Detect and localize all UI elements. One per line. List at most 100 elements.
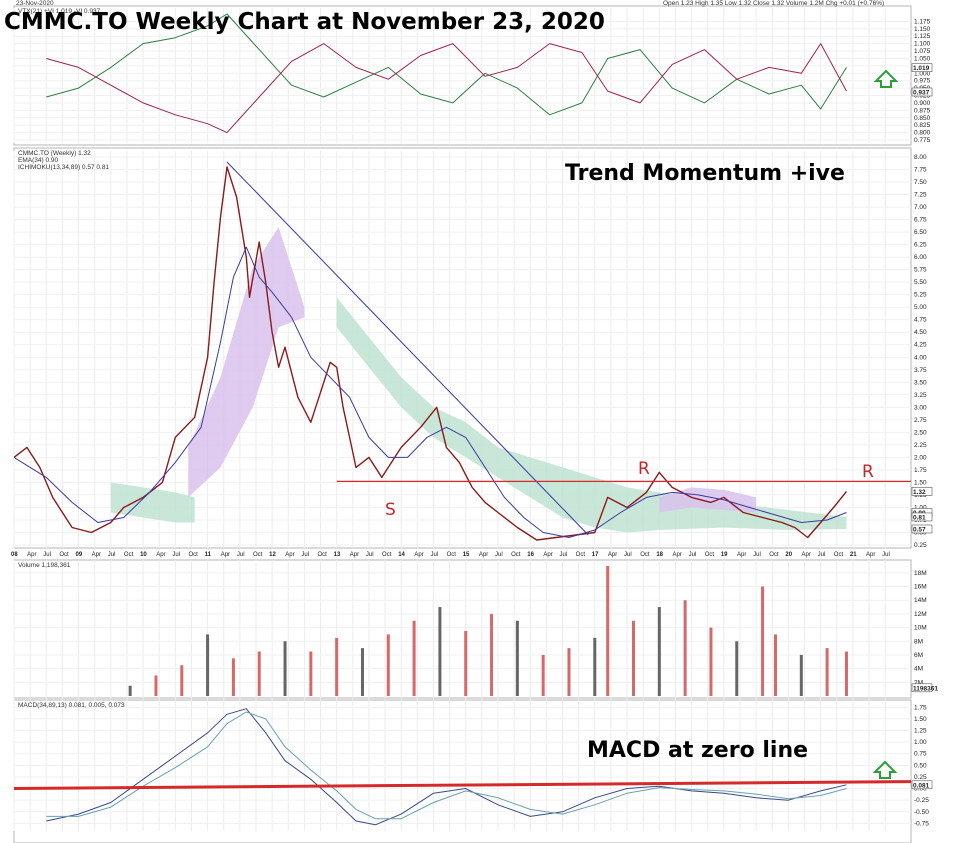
y-tick-label: 2.25 [914, 442, 927, 449]
x-tick-label: Oct [640, 552, 650, 558]
volume-bar [386, 634, 390, 696]
volume-bar [606, 566, 610, 696]
series-ema-34 [14, 246, 847, 538]
volume-bar [180, 665, 184, 696]
y-tick-label: 0.25 [914, 774, 927, 781]
y-tick-label: 1.175 [914, 18, 931, 25]
last-value-box [911, 63, 933, 72]
x-tick-label: Apr [802, 552, 811, 558]
y-tick-label: 0.50 [914, 762, 927, 769]
y-tick-label: 5.75 [914, 267, 927, 274]
y-tick-label: 3.00 [914, 404, 927, 411]
y-tick-label: 0.850 [914, 115, 931, 122]
y-tick-label: 8M [914, 638, 923, 645]
x-tick-label: 18 [656, 552, 663, 558]
x-tick-label: 19 [721, 552, 728, 558]
series-zero-line [14, 780, 911, 790]
y-tick-label: 5.00 [914, 304, 927, 311]
y-tick-label: 1.100 [914, 41, 931, 48]
y-tick-label: 2.75 [914, 417, 927, 424]
x-tick-label: 17 [592, 552, 599, 558]
volume-bar [490, 613, 494, 696]
x-tick-label: 10 [140, 552, 147, 558]
y-tick-label: 0.900 [914, 100, 931, 107]
volume-bar [541, 654, 545, 696]
last-value-label: 0.937 [913, 89, 930, 96]
x-tick-label: Apr [27, 552, 36, 558]
x-tick-label: Oct [447, 552, 457, 558]
x-tick-label: Oct [834, 552, 844, 558]
y-tick-label: 8.00 [914, 154, 927, 161]
x-tick-label: Apr [543, 552, 552, 558]
up-arrow-icon [873, 69, 899, 88]
annotation-support: S [385, 500, 396, 520]
y-tick-label: 7.50 [914, 179, 927, 186]
price-legend-1: CMMC.TO (Weekly) 1.32 [18, 150, 91, 157]
y-tick-label: 0.775 [914, 137, 931, 144]
annotation-trend: Trend Momentum +ive [565, 161, 845, 186]
y-tick-label: 0.875 [914, 107, 931, 114]
y-tick-label: 1.150 [914, 26, 931, 33]
y-tick-label: 1.25 [914, 728, 927, 735]
x-tick-label: Jul [495, 552, 503, 558]
last-value-box [911, 87, 933, 97]
y-tick-label: 7.75 [914, 167, 927, 174]
price-legend-2: EMA(34) 0.90 [18, 157, 58, 164]
ichimoku-cloud-purple [188, 227, 305, 498]
x-tick-label: Oct [576, 552, 586, 558]
x-tick-label: Oct [382, 552, 392, 558]
macd-panel [13, 699, 912, 843]
x-tick-label: Apr [350, 552, 359, 558]
y-tick-label: 4M [914, 666, 923, 673]
series-lines [14, 13, 911, 826]
x-tick-label: 14 [398, 552, 405, 558]
macd-series-group [14, 708, 911, 826]
last-value-box [911, 683, 933, 693]
volume-bar [657, 607, 661, 696]
volume-bar [593, 637, 597, 696]
x-tick-label: Jul [560, 552, 568, 558]
last-value-box [911, 780, 933, 790]
y-tick-label: 12M [914, 611, 927, 618]
volume-legend: Volume 1,198,361 [18, 562, 71, 569]
price-panel [13, 147, 912, 549]
y-tick-label: 1.50 [914, 716, 927, 723]
x-tick-label: 20 [785, 552, 792, 558]
y-tick-label: 6.50 [914, 229, 927, 236]
x-tick-label: Apr [608, 552, 617, 558]
y-tick-label: 1.50 [914, 479, 927, 486]
x-tick-label: 13 [334, 552, 341, 558]
annotation-macd: MACD at zero line [587, 738, 808, 763]
x-tick-label: Apr [221, 552, 230, 558]
y-tick-label: 10M [914, 625, 927, 632]
y-tick-label: 18M [914, 570, 927, 577]
x-tick-label: Apr [866, 552, 875, 558]
x-tick-label: Jul [366, 552, 374, 558]
last-value-box [911, 487, 933, 496]
header-quote: Open 1.23 High 1.35 Low 1.32 Close 1.32 … [663, 0, 884, 7]
y-tick-label: 1.075 [914, 48, 931, 55]
series-trendline [226, 161, 589, 536]
y-tick-label: -0.50 [914, 809, 929, 816]
price-series-group [14, 161, 911, 541]
volume-bar [709, 627, 713, 696]
x-tick-label: Jul [882, 552, 890, 558]
volume-bar [283, 641, 287, 696]
y-tick-label: 4.25 [914, 342, 927, 349]
series-vi [46, 13, 847, 116]
x-tick-label: Apr [672, 552, 681, 558]
x-tick-label: 08 [11, 552, 18, 558]
series-signal [46, 711, 847, 820]
volume-bar [683, 600, 687, 696]
y-tick-label: 2M [914, 679, 923, 686]
y-tick-label: 6.00 [914, 254, 927, 261]
y-tick-label: -0.25 [914, 797, 929, 804]
y-tick-label: 2.50 [914, 429, 927, 436]
x-tick-label: 16 [527, 552, 534, 558]
y-tick-label: 3.25 [914, 392, 927, 399]
series-vi [46, 43, 847, 134]
x-tick-label: Oct [124, 552, 134, 558]
y-tick-label: -0.75 [914, 820, 929, 827]
x-tick-label: 21 [850, 552, 857, 558]
x-tick-label: Oct [188, 552, 198, 558]
